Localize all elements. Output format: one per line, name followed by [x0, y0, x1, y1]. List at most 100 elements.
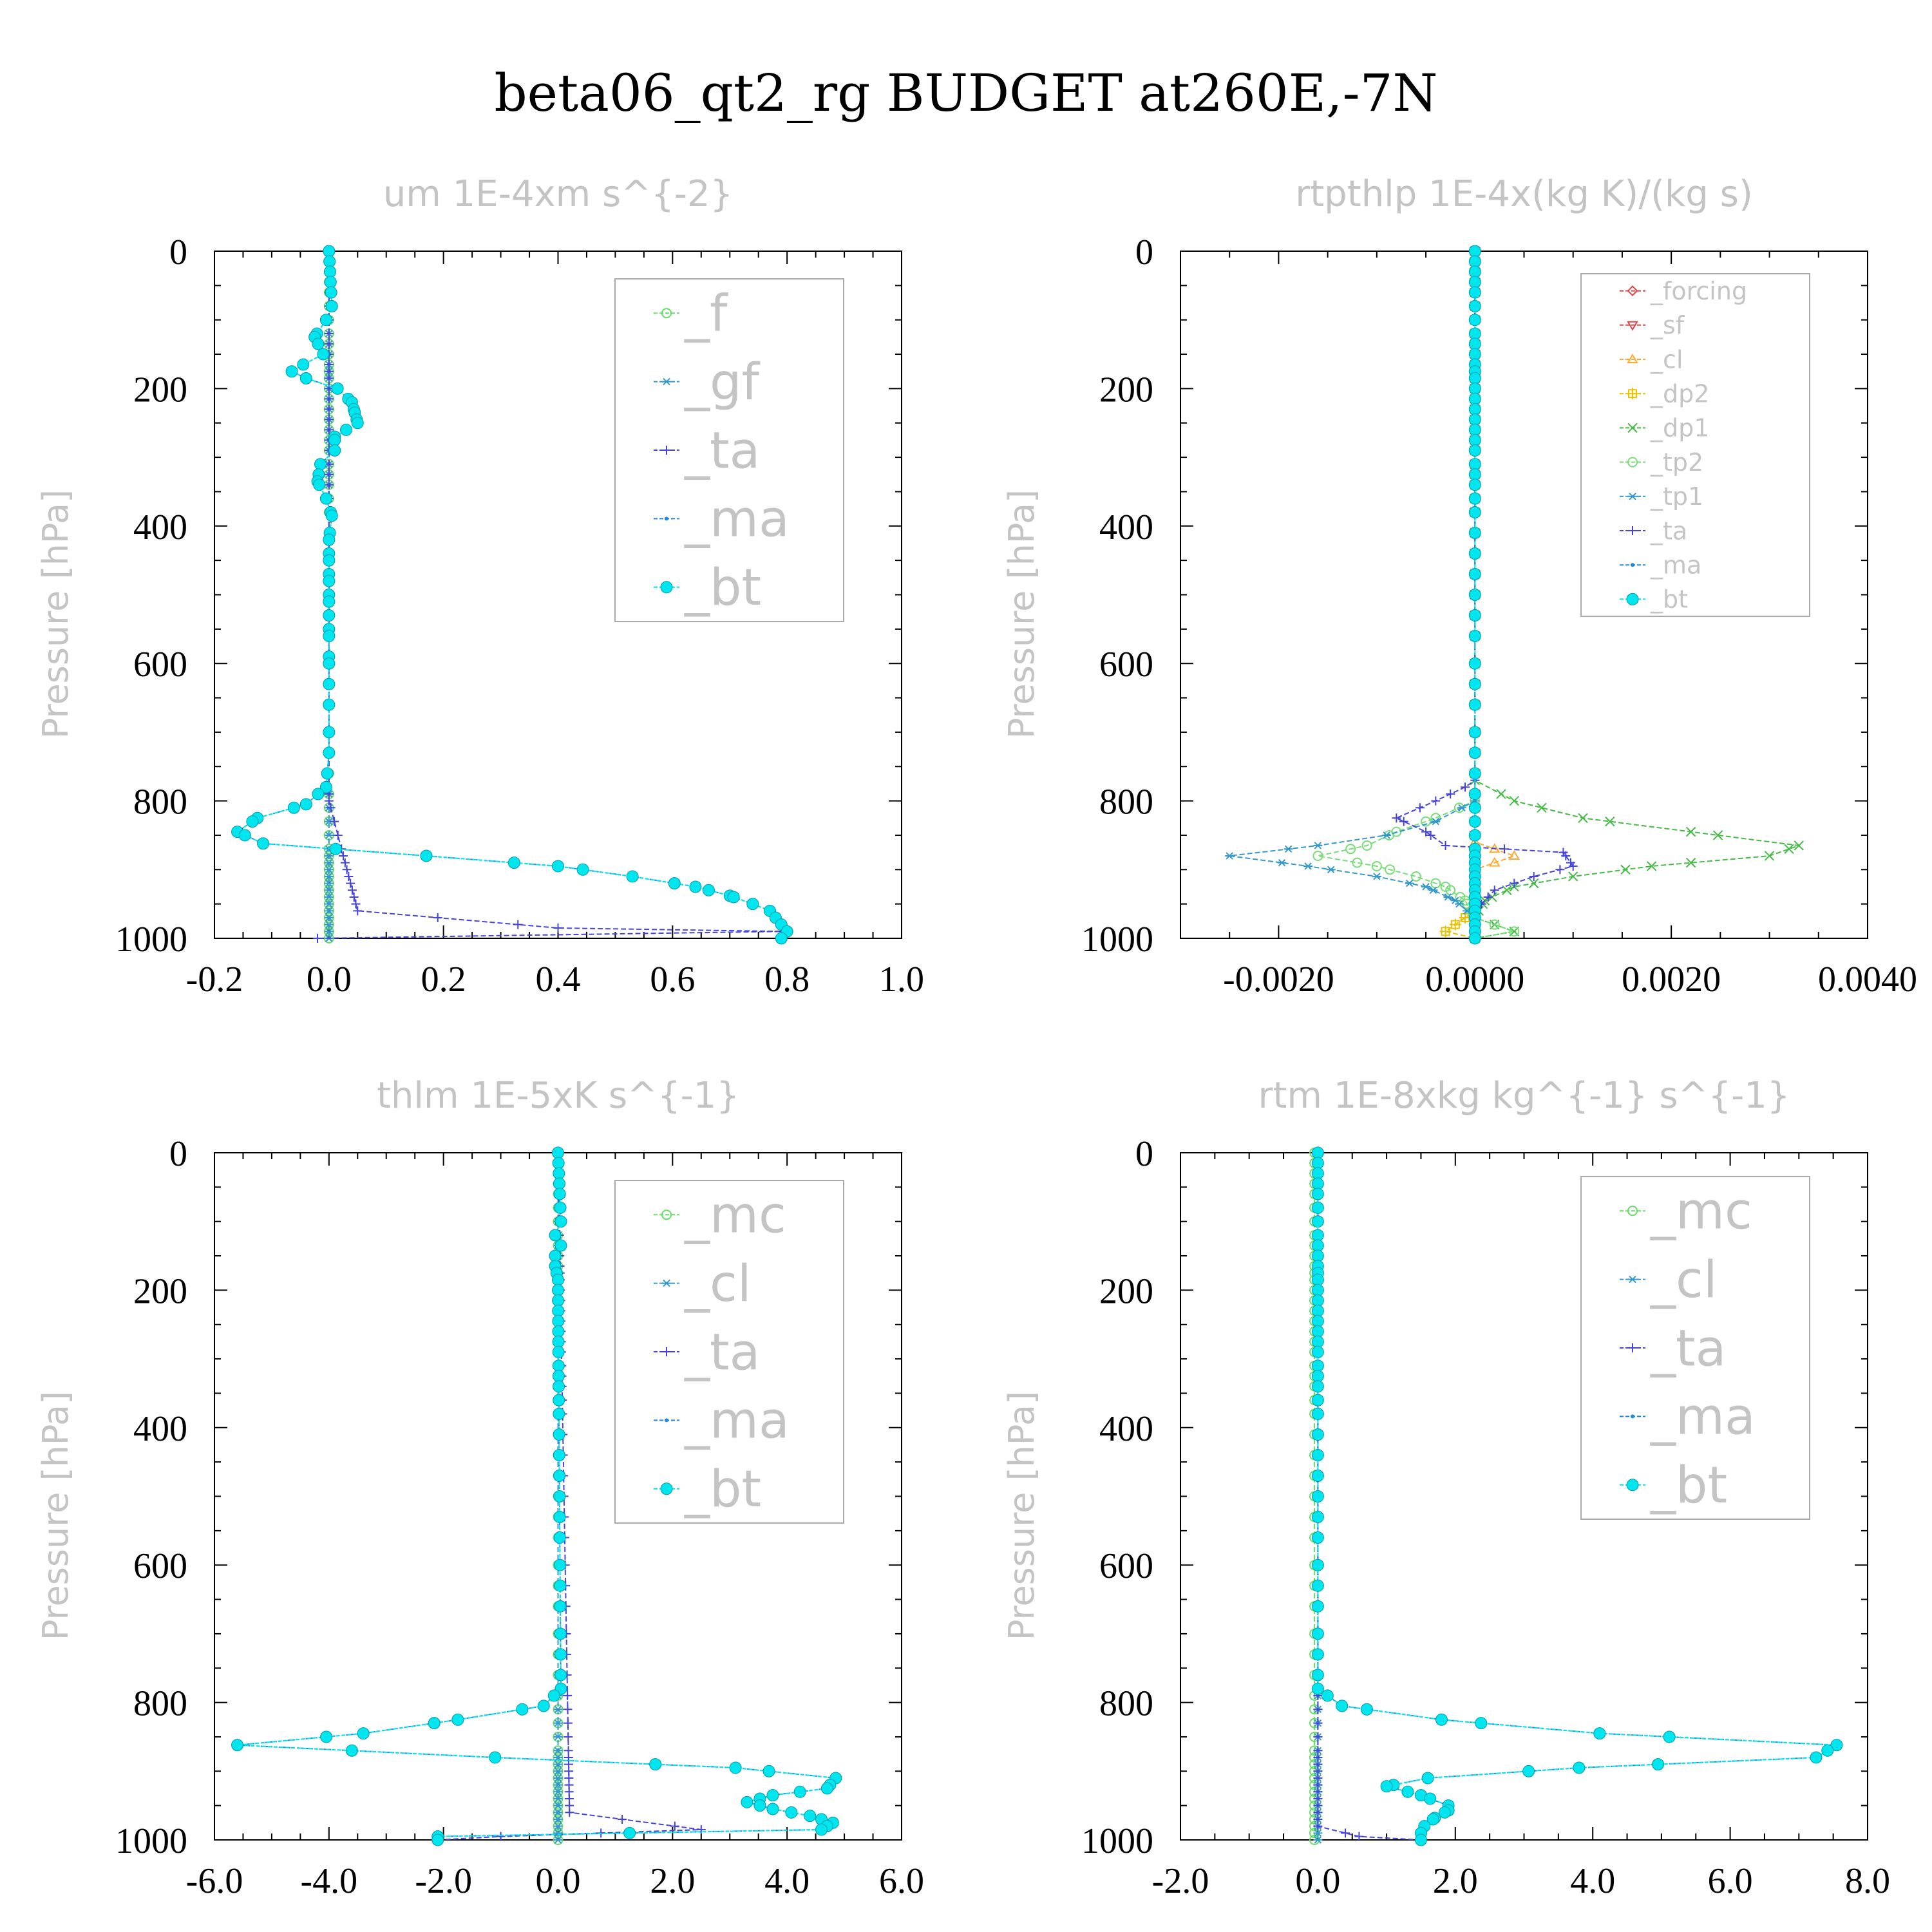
data-point — [340, 858, 350, 867]
legend-marker — [1626, 1479, 1639, 1492]
data-point — [1313, 842, 1323, 849]
legend-item: _ta — [1620, 1320, 1726, 1378]
data-point — [1468, 698, 1481, 711]
x-tick-label: 8.0 — [1845, 1861, 1890, 1901]
series-tp2 — [1312, 246, 1520, 943]
data-point — [553, 1822, 563, 1830]
data-point — [553, 1511, 566, 1524]
series-line — [1317, 1153, 1839, 1840]
data-point — [552, 1325, 565, 1338]
data-point — [553, 1801, 563, 1810]
legend: _mc _cl _ta _ma _bt — [614, 1180, 844, 1524]
data-point — [451, 1713, 464, 1726]
data-point — [553, 1448, 565, 1461]
legend-marker — [661, 308, 672, 319]
data-point — [323, 677, 336, 690]
data-point — [1371, 860, 1382, 871]
data-point — [1421, 883, 1431, 891]
legend-marker — [662, 1347, 671, 1356]
y-tick-label: 0 — [1135, 1134, 1153, 1174]
data-point — [563, 1705, 573, 1714]
data-point — [753, 1799, 766, 1812]
legend-label: _cl — [1650, 1251, 1718, 1309]
data-point — [297, 358, 310, 371]
data-point — [1311, 1229, 1324, 1242]
legend-item: _tp2 — [1620, 448, 1703, 477]
data-point — [357, 1727, 370, 1740]
data-point — [1410, 871, 1421, 882]
data-point — [1468, 726, 1481, 739]
data-point — [563, 1718, 573, 1728]
data-point — [554, 1239, 567, 1252]
x-tick-label: 0.0020 — [1622, 960, 1721, 999]
data-point — [319, 314, 332, 327]
data-point — [1468, 630, 1481, 643]
data-point — [1578, 813, 1588, 823]
data-point — [1311, 1201, 1324, 1214]
data-point — [1509, 795, 1519, 806]
data-point — [1529, 871, 1539, 881]
data-point — [549, 1249, 562, 1262]
data-point — [324, 374, 334, 383]
data-point — [1311, 1273, 1324, 1286]
data-point — [324, 907, 334, 915]
legend-item: _dp2 — [1620, 380, 1709, 408]
data-point — [1468, 299, 1481, 312]
data-point — [1443, 893, 1453, 901]
data-point — [1468, 526, 1481, 539]
data-point — [553, 923, 563, 933]
data-point — [623, 1826, 636, 1839]
legend-marker — [1631, 563, 1634, 567]
data-point — [552, 1359, 565, 1372]
legend-label: _ma — [684, 491, 790, 549]
data-point — [552, 1294, 565, 1307]
data-point — [1468, 677, 1481, 690]
data-point — [670, 1821, 679, 1831]
data-point — [1399, 817, 1408, 826]
data-point — [553, 1490, 566, 1502]
legend-item: _gf — [654, 354, 761, 412]
y-tick-label: 400 — [133, 507, 187, 547]
x-tick-label: -2.0 — [1152, 1861, 1209, 1901]
legend-box — [1580, 1176, 1810, 1520]
y-tick-label: 400 — [1099, 1409, 1153, 1449]
data-point — [553, 1531, 566, 1544]
data-point — [312, 788, 325, 800]
legend-item: _cl — [654, 1255, 752, 1313]
y-tick-label: 800 — [1099, 1684, 1153, 1724]
data-point — [323, 630, 336, 643]
data-point — [552, 1335, 565, 1348]
data-point — [1468, 265, 1481, 278]
data-point — [324, 469, 334, 479]
y-axis-label: Pressure [hPa] — [35, 489, 76, 739]
data-point — [351, 899, 361, 909]
data-point — [553, 1407, 565, 1420]
legend-label: _bt — [1650, 585, 1688, 614]
data-point — [1303, 862, 1313, 870]
data-point — [347, 886, 357, 895]
data-point — [1646, 861, 1657, 871]
data-point — [323, 574, 336, 587]
data-point — [1555, 865, 1565, 875]
data-point — [804, 1810, 817, 1823]
legend-marker — [665, 1418, 668, 1423]
data-point — [1468, 402, 1481, 415]
data-point — [649, 1758, 662, 1771]
data-point — [1468, 423, 1481, 436]
data-point — [1401, 1785, 1414, 1798]
data-point — [1313, 1821, 1323, 1831]
data-point — [323, 657, 336, 670]
data-point — [323, 698, 336, 711]
data-point — [1361, 840, 1372, 851]
data-point — [340, 423, 353, 436]
data-point — [1311, 1448, 1324, 1461]
legend-box — [614, 1180, 844, 1524]
data-point — [553, 1719, 563, 1727]
data-point — [324, 879, 334, 887]
plot-frame — [1180, 251, 1868, 939]
series-ta — [1392, 247, 1578, 943]
legend-label: _dp2 — [1650, 380, 1709, 408]
legend-marker — [662, 446, 671, 455]
data-point — [1508, 849, 1520, 860]
legend-item: _bt — [1620, 585, 1688, 614]
